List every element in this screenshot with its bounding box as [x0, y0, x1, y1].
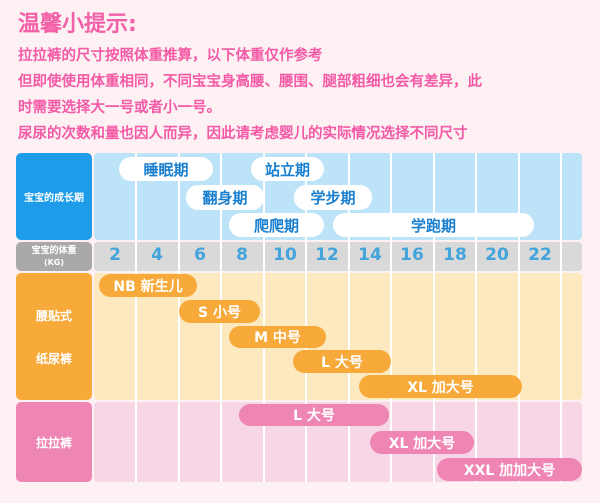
grid-line	[518, 153, 520, 482]
tape-diaper-label: 腰贴式 纸尿裤	[16, 273, 92, 400]
grid-line	[135, 153, 137, 482]
growth-row-label: 宝宝的成长期	[16, 153, 92, 240]
page-title: 温馨小提示:	[18, 12, 137, 37]
weight-tick: 8	[236, 245, 248, 265]
weight-unit-text: (KG)	[43, 257, 65, 267]
weight-tick: 2	[109, 245, 121, 265]
weight-tick: 18	[443, 245, 467, 265]
grid-line	[433, 153, 435, 482]
tape-size-xl: XL 加大号	[359, 375, 522, 398]
pants-label: 拉拉裤	[16, 402, 92, 482]
tape-size-m: M 中号	[229, 326, 326, 348]
tip-line: 尿尿的次数和量也因人而异，因此请考虑婴儿的实际情况选择不同尺寸	[18, 126, 468, 142]
weight-tick: 6	[194, 245, 206, 265]
weight-tick: 16	[400, 245, 424, 265]
weight-tick: 4	[151, 245, 163, 265]
tape-size-s: S 小号	[179, 300, 260, 323]
diaper-label-text: 纸尿裤	[35, 351, 72, 366]
grid-line	[390, 153, 392, 482]
weight-row-label: 宝宝的体重 (KG)	[16, 242, 92, 271]
weight-band	[94, 242, 582, 271]
tip-line: 拉拉裤的尺寸按照体重推算，以下体重仅作参考	[18, 48, 323, 64]
pants-label-text: 拉拉裤	[35, 435, 72, 450]
tip-line: 时需要选择大一号或者小一号。	[18, 100, 221, 116]
grid-line	[560, 153, 562, 482]
weight-tick: 10	[273, 245, 297, 265]
tape-size-nb: NB 新生儿	[99, 274, 197, 297]
stage-running: 学跑期	[333, 213, 534, 237]
growth-label-text: 宝宝的成长期	[24, 193, 84, 204]
grid-line	[305, 153, 307, 482]
pants-size-xl: XL 加大号	[370, 431, 474, 454]
stage-rolling: 翻身期	[186, 185, 264, 210]
stage-crawling: 爬爬期	[229, 213, 324, 237]
pants-size-xxl: XXL 加加大号	[437, 458, 582, 481]
grid-line	[475, 153, 477, 482]
grid-line	[178, 153, 180, 482]
weight-label-text: 宝宝的体重	[31, 245, 77, 256]
pants-size-l: L 大号	[239, 404, 389, 426]
stage-standing: 站立期	[251, 157, 324, 181]
weight-tick: 12	[315, 245, 339, 265]
weight-tick: 22	[528, 245, 552, 265]
grid-line	[263, 153, 265, 482]
grid-line	[348, 153, 350, 482]
weight-tick: 14	[358, 245, 382, 265]
tip-line: 但即使使用体重相同，不同宝宝身高腰、腰围、腿部粗细也会有差异，此	[18, 74, 482, 90]
weight-tick: 20	[485, 245, 509, 265]
tape-size-l: L 大号	[293, 350, 391, 373]
stage-sleep: 睡眠期	[119, 157, 213, 181]
tape-label-text: 腰贴式	[35, 308, 72, 323]
stage-walking: 学步期	[294, 185, 372, 210]
